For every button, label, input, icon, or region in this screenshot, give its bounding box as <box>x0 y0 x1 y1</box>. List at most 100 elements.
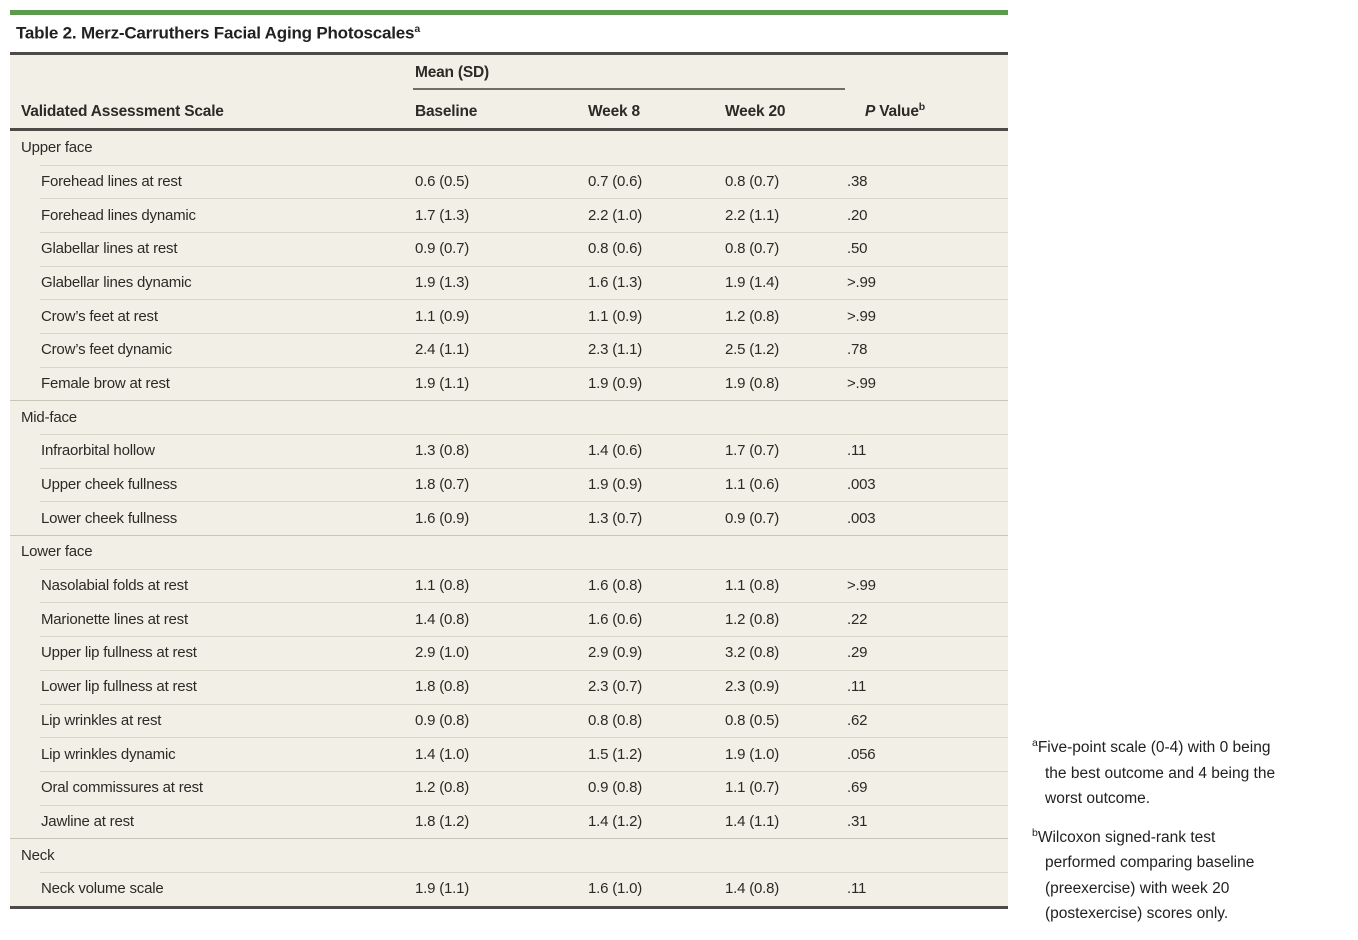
cell-week20: 2.2 (1.1) <box>725 206 780 224</box>
cell-week20: 1.2 (0.8) <box>725 610 780 628</box>
cell-pvalue: >.99 <box>847 307 876 325</box>
section-label: Neck <box>21 846 55 864</box>
cell-scale: Marionette lines at rest <box>41 610 188 628</box>
cell-week20: 1.9 (0.8) <box>725 374 780 392</box>
footnotes: aFive-point scale (0-4) with 0 being the… <box>1032 731 1352 927</box>
cell-pvalue: .056 <box>847 745 876 763</box>
header-bottom-rule <box>10 128 1008 131</box>
cell-week8: 1.4 (0.6) <box>588 442 643 460</box>
cell-week8: 1.6 (0.8) <box>588 577 643 595</box>
cell-baseline: 1.9 (1.3) <box>415 273 470 291</box>
cell-pvalue: .78 <box>847 341 868 359</box>
column-header-week8: Week 8 <box>588 103 640 121</box>
table-bottom-rule <box>10 905 1008 909</box>
cell-week8: 0.8 (0.6) <box>588 240 643 258</box>
cell-week8: 1.9 (0.9) <box>588 374 643 392</box>
cell-week8: 0.7 (0.6) <box>588 172 643 190</box>
section-row: Neck <box>10 838 1008 872</box>
cell-pvalue: .11 <box>847 880 867 898</box>
cell-week20: 0.8 (0.5) <box>725 711 780 729</box>
table-title-block: Table 2. Merz-Carruthers Facial Aging Ph… <box>10 15 1008 53</box>
section-label: Mid-face <box>21 408 77 426</box>
cell-week8: 1.9 (0.9) <box>588 476 643 494</box>
cell-pvalue: .29 <box>847 644 868 662</box>
table-row: Forehead lines at rest 0.6 (0.5) 0.7 (0.… <box>10 164 1008 199</box>
cell-week20: 1.1 (0.7) <box>725 779 780 797</box>
cell-pvalue: >.99 <box>847 374 876 392</box>
table-row: Upper lip fullness at rest 2.9 (1.0) 2.9… <box>10 636 1008 670</box>
data-table: Mean (SD) Validated Assessment Scale Bas… <box>10 55 1008 909</box>
cell-baseline: 2.4 (1.1) <box>415 341 470 359</box>
cell-week20: 2.5 (1.2) <box>725 341 780 359</box>
table-row: Upper cheek fullness 1.8 (0.7) 1.9 (0.9)… <box>10 467 1008 502</box>
table-header: Mean (SD) Validated Assessment Scale Bas… <box>10 55 1008 128</box>
cell-week20: 1.4 (1.1) <box>725 812 780 830</box>
cell-week20: 1.2 (0.8) <box>725 307 780 325</box>
cell-scale: Oral commissures at rest <box>41 779 203 797</box>
cell-baseline: 1.4 (0.8) <box>415 610 470 628</box>
table-row: Marionette lines at rest 1.4 (0.8) 1.6 (… <box>10 602 1008 636</box>
cell-pvalue: .003 <box>847 509 876 527</box>
cell-week8: 2.3 (1.1) <box>588 341 643 359</box>
cell-pvalue: .31 <box>847 812 868 830</box>
cell-pvalue: .69 <box>847 779 868 797</box>
cell-scale: Forehead lines at rest <box>41 172 182 190</box>
cell-scale: Forehead lines dynamic <box>41 206 196 224</box>
spanner-label: Mean (SD) <box>415 64 489 82</box>
spanner-rule <box>413 88 845 91</box>
cell-baseline: 1.1 (0.9) <box>415 307 470 325</box>
cell-scale: Infraorbital hollow <box>41 442 155 460</box>
cell-scale: Glabellar lines at rest <box>41 240 178 258</box>
cell-week8: 1.6 (0.6) <box>588 610 643 628</box>
cell-pvalue: .22 <box>847 610 868 628</box>
cell-week8: 2.9 (0.9) <box>588 644 643 662</box>
cell-week8: 1.6 (1.0) <box>588 880 643 898</box>
cell-scale: Female brow at rest <box>41 374 170 392</box>
cell-week20: 1.9 (1.4) <box>725 273 780 291</box>
footnote-b-marker: b <box>1032 826 1038 839</box>
cell-week20: 0.8 (0.7) <box>725 172 780 190</box>
cell-scale: Lip wrinkles at rest <box>41 711 162 729</box>
cell-scale: Jawline at rest <box>41 812 134 830</box>
cell-pvalue: .62 <box>847 711 868 729</box>
table-row: Forehead lines dynamic 1.7 (1.3) 2.2 (1.… <box>10 198 1008 232</box>
cell-scale: Lip wrinkles dynamic <box>41 745 176 763</box>
table-row: Glabellar lines dynamic 1.9 (1.3) 1.6 (1… <box>10 265 1008 300</box>
table-row: Infraorbital hollow 1.3 (0.8) 1.4 (0.6) … <box>10 434 1008 468</box>
cell-week20: 1.1 (0.8) <box>725 577 780 595</box>
cell-baseline: 1.3 (0.8) <box>415 442 470 460</box>
cell-baseline: 1.8 (0.7) <box>415 476 470 494</box>
column-header-pvalue: P Valueb <box>835 101 1008 121</box>
cell-baseline: 1.6 (0.9) <box>415 509 470 527</box>
footnote-a-marker: a <box>1032 737 1038 749</box>
table-figure: Table 2. Merz-Carruthers Facial Aging Ph… <box>10 10 1008 909</box>
cell-week20: 2.3 (0.9) <box>725 678 780 696</box>
cell-week20: 0.8 (0.7) <box>725 240 780 258</box>
cell-scale: Glabellar lines dynamic <box>41 273 192 291</box>
cell-baseline: 0.9 (0.7) <box>415 240 470 258</box>
table-body: Upper face Forehead lines at rest 0.6 (0… <box>10 131 1008 906</box>
cell-pvalue: .11 <box>847 442 867 460</box>
cell-week8: 1.3 (0.7) <box>588 509 643 527</box>
table-row: Lip wrinkles at rest 0.9 (0.8) 0.8 (0.8)… <box>10 703 1008 738</box>
cell-baseline: 1.4 (1.0) <box>415 745 470 763</box>
cell-baseline: 0.9 (0.8) <box>415 711 470 729</box>
cell-scale: Neck volume scale <box>41 880 164 898</box>
footnote-a-text: Five-point scale (0-4) with 0 being the … <box>1037 739 1276 808</box>
pvalue-footnote-marker: b <box>918 101 925 114</box>
cell-week8: 1.6 (1.3) <box>588 273 643 291</box>
cell-scale: Upper lip fullness at rest <box>41 644 197 662</box>
cell-baseline: 1.1 (0.8) <box>415 577 470 595</box>
pvalue-italic-p: P <box>865 103 876 121</box>
cell-scale: Upper cheek fullness <box>41 476 178 494</box>
cell-pvalue: .003 <box>847 476 876 494</box>
cell-week8: 1.5 (1.2) <box>588 745 643 763</box>
cell-week20: 1.4 (0.8) <box>725 880 780 898</box>
section-row: Lower face <box>10 535 1008 569</box>
column-header-week20: Week 20 <box>725 103 786 121</box>
cell-baseline: 1.2 (0.8) <box>415 779 470 797</box>
section-label: Upper face <box>21 139 93 157</box>
cell-pvalue: >.99 <box>847 577 876 595</box>
table-row: Neck volume scale 1.9 (1.1) 1.6 (1.0) 1.… <box>10 871 1008 906</box>
footnote-b: bWilcoxon signed-rank test performed com… <box>1032 821 1352 927</box>
